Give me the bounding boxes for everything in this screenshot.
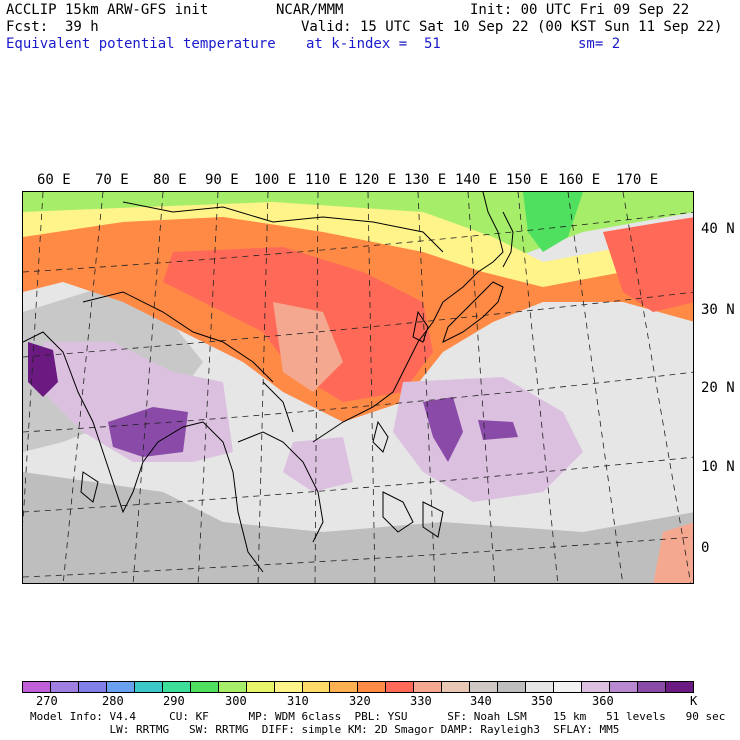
colorbar-tick: 350: [531, 694, 553, 708]
colorbar-unit: K: [690, 694, 698, 708]
colorbar: [22, 681, 694, 693]
colorbar-segment: [553, 682, 582, 692]
lon-label: 90 E: [205, 172, 239, 188]
field-330-east: [603, 217, 693, 312]
colorbar-tick: 330: [410, 694, 432, 708]
colorbar-tick: 310: [287, 694, 309, 708]
colorbar-segment: [105, 682, 134, 692]
forecast-hour: Fcst: 39 h: [6, 19, 99, 35]
model-info-line2: LW: RRTMG SW: RRTMG DIFF: simple KM: 2D …: [30, 723, 620, 736]
colorbar-segment: [497, 682, 526, 692]
colorbar-segment: [357, 682, 386, 692]
lon-label: 170 E: [616, 172, 659, 188]
lon-label: 100 E: [254, 172, 297, 188]
lon-label: 130 E: [404, 172, 447, 188]
colorbar-tick: 360: [592, 694, 614, 708]
lat-label: 10 N: [701, 459, 735, 475]
map-panel: [22, 191, 694, 584]
lon-label: 80 E: [153, 172, 187, 188]
colorbar-segment: [469, 682, 498, 692]
institution-label: NCAR/MMM: [276, 2, 344, 18]
field-350-360: [23, 472, 693, 583]
colorbar-segment: [525, 682, 554, 692]
valid-time: Valid: 15 UTC Sat 10 Sep 22 (00 KST Sun …: [301, 19, 723, 35]
field-370-pacific2: [478, 420, 518, 440]
colorbar-segment: [581, 682, 610, 692]
lat-label: 20 N: [701, 380, 735, 396]
colorbar-segment: [609, 682, 637, 692]
colorbar-segment: [413, 682, 442, 692]
lat-label: 40 N: [701, 221, 735, 237]
coastlines: [23, 192, 514, 573]
colorbar-tick: 340: [470, 694, 492, 708]
colorbar-segment: [49, 682, 78, 692]
colorbar-segment: [161, 682, 190, 692]
colorbar-segment: [273, 682, 302, 692]
colorbar-segment: [77, 682, 106, 692]
field-370-india: [108, 407, 188, 457]
colorbar-segment: [441, 682, 470, 692]
init-time: Init: 00 UTC Fri 09 Sep 22: [470, 2, 690, 18]
colorbar-tick: 290: [163, 694, 185, 708]
colorbar-segment: [301, 682, 330, 692]
lon-label: 60 E: [37, 172, 71, 188]
smoothing-label: sm= 2: [578, 36, 621, 52]
lon-label: 150 E: [506, 172, 549, 188]
colorbar-tick: 320: [349, 694, 371, 708]
model-info-line1: Model Info: V4.4 CU: KF MP: WDM 6class P…: [30, 710, 726, 723]
colorbar-segment: [664, 682, 693, 692]
field-name: Equivalent potential temperature: [6, 36, 276, 52]
colorbar-segment: [636, 682, 665, 692]
lon-label: 140 E: [455, 172, 498, 188]
lon-label: 120 E: [354, 172, 397, 188]
lat-label: 0: [701, 540, 710, 556]
lon-label: 160 E: [558, 172, 601, 188]
colorbar-segment: [245, 682, 274, 692]
graticule: [23, 192, 693, 583]
field-300: [523, 192, 583, 252]
colorbar-segment: [385, 682, 414, 692]
colorbar-tick: 270: [36, 694, 58, 708]
field-340: [273, 302, 343, 392]
lat-label: 30 N: [701, 302, 735, 318]
field-370-pacific: [423, 397, 463, 462]
map-canvas: [23, 192, 693, 583]
colorbar-tick: 300: [225, 694, 247, 708]
colorbar-segment: [23, 682, 50, 692]
model-title: ACCLIP 15km ARW-GFS init: [6, 2, 209, 18]
colorbar-segment: [189, 682, 218, 692]
colorbar-segment: [329, 682, 358, 692]
colorbar-segment: [217, 682, 246, 692]
colorbar-segment: [133, 682, 162, 692]
level-index: at k-index = 51: [306, 36, 441, 52]
colorbar-tick: 280: [102, 694, 124, 708]
lon-label: 70 E: [95, 172, 129, 188]
lon-label: 110 E: [305, 172, 348, 188]
field-365-sea: [283, 437, 353, 492]
